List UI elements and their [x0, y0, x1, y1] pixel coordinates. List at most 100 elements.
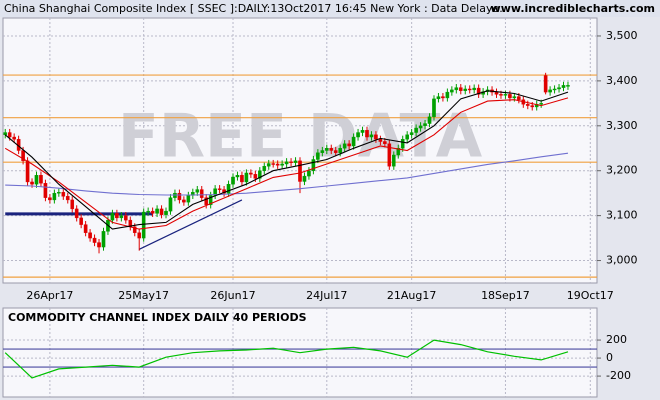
candle-body [405, 134, 409, 140]
candle-body [119, 215, 124, 219]
candle-body [226, 183, 231, 194]
candle-body [409, 132, 414, 135]
y-tick-label: -200 [606, 369, 631, 382]
candle-body [324, 148, 329, 151]
candle-body [204, 197, 209, 206]
candle-body [101, 231, 106, 248]
title-bar [0, 0, 660, 17]
candle-body [7, 132, 12, 138]
chart-title: China Shanghai Composite Index [ SSEC ]:… [4, 2, 506, 15]
candle-body [342, 143, 347, 149]
candle-body [508, 94, 512, 99]
candle-body [530, 105, 535, 108]
candle-body [70, 199, 75, 210]
candle-body [240, 175, 244, 183]
x-tick-label: 19Oct17 [567, 289, 614, 302]
y-tick-label: 3,500 [606, 29, 638, 42]
candle-body [351, 136, 356, 147]
candle-body [61, 192, 66, 197]
candle-body [427, 116, 432, 124]
candle-body [539, 103, 543, 105]
candle-body [525, 104, 530, 106]
moving-average [5, 152, 569, 196]
source: www.incrediblecharts.com [491, 2, 655, 15]
x-tick-label: 25May17 [118, 289, 169, 302]
candle-body [124, 215, 128, 221]
candle-body [253, 174, 258, 179]
candle-body [150, 210, 155, 214]
candle-body [548, 89, 552, 93]
candle-body [561, 85, 566, 88]
candle-body [159, 208, 164, 215]
candle-body [566, 85, 570, 87]
candle-body [83, 224, 88, 233]
candle-body [347, 143, 351, 147]
x-tick-label: 26Jun17 [210, 289, 255, 302]
candle-body [12, 136, 16, 140]
candle-body [271, 163, 276, 165]
candle-body [217, 188, 222, 190]
candle-body [517, 96, 521, 100]
cci-title: COMMODITY CHANNEL INDEX DAILY 40 PERIODS [8, 311, 307, 324]
candle-body [284, 161, 289, 165]
candle-body [155, 208, 159, 214]
candle-body [177, 192, 182, 201]
candle-body [333, 150, 338, 153]
candle-body [472, 87, 476, 91]
x-tick-label: 26Apr17 [26, 289, 73, 302]
y-tick-label: 200 [606, 333, 627, 346]
candle-body [249, 172, 253, 175]
moving-average [4, 97, 569, 230]
candle-body [266, 163, 271, 167]
candle-body [3, 132, 8, 135]
moving-average [4, 90, 569, 230]
y-tick-label: 3,400 [606, 74, 638, 87]
candle-body [512, 96, 517, 99]
candle-body [195, 189, 200, 193]
candle-body [43, 183, 48, 198]
candle-body [432, 98, 436, 118]
candle-body [329, 148, 334, 151]
candle-body [21, 150, 25, 162]
candle-body [137, 232, 142, 239]
candle-body [454, 87, 459, 91]
candle-body [307, 170, 311, 177]
candle-body [182, 199, 186, 203]
candle-body [463, 88, 468, 91]
cci-line [4, 339, 569, 379]
cci-panel [2, 307, 598, 398]
candle-body [168, 197, 173, 212]
candle-body [115, 213, 119, 219]
candle-body [48, 197, 52, 201]
x-tick-label: 24Jul17 [306, 289, 347, 302]
candle-body [365, 130, 369, 138]
candle-body [378, 139, 383, 142]
candle-body [74, 208, 79, 219]
candle-body [30, 181, 34, 185]
candle-body [25, 160, 30, 183]
candle-body [141, 211, 146, 239]
candle-body [391, 154, 396, 167]
candle-body [39, 175, 43, 184]
candle-body [302, 175, 307, 182]
candle-body [369, 134, 374, 138]
candle-body [418, 125, 423, 129]
candle-body [311, 159, 316, 171]
candle-body [387, 143, 392, 167]
candle-body [280, 163, 284, 166]
candle-body [436, 96, 441, 100]
candle-body [441, 96, 445, 99]
candle-body [450, 89, 454, 93]
candle-body [235, 175, 240, 178]
candle-body [275, 163, 280, 166]
candle-body [199, 189, 204, 198]
candle-body [92, 237, 97, 243]
candle-body [445, 91, 450, 99]
candle-body [65, 196, 70, 201]
candle-body [476, 87, 481, 95]
y-tick-label: 3,200 [606, 164, 638, 177]
candle-body [383, 141, 387, 144]
candle-body [79, 217, 83, 225]
candle-body [88, 232, 92, 239]
